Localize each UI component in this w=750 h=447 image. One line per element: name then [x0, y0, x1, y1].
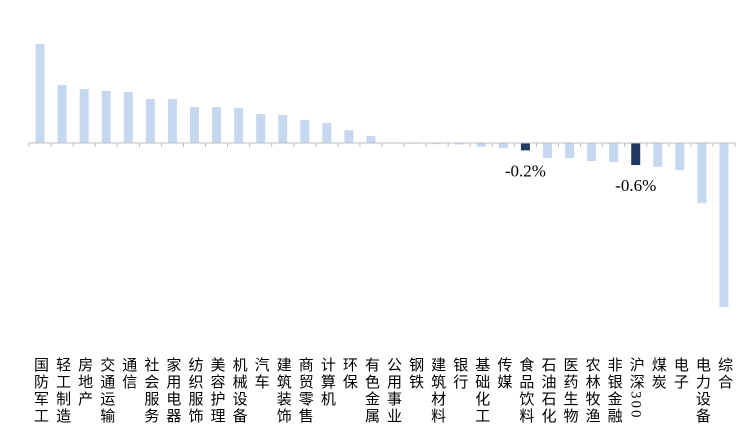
x-tick-label: 美容护理 — [209, 357, 226, 425]
bar — [123, 92, 133, 144]
x-tick-label: 钢铁 — [407, 357, 424, 391]
bar — [344, 130, 354, 144]
x-tick-label: 社会服务 — [142, 357, 159, 425]
bar — [675, 143, 685, 171]
bar — [234, 108, 244, 144]
x-tick-label: 计算机 — [319, 357, 336, 408]
bar — [278, 115, 288, 144]
bar — [498, 143, 508, 149]
x-tick-label: 非银金融 — [606, 357, 623, 425]
bar — [542, 143, 552, 159]
bar — [565, 143, 575, 159]
x-tick-label: 通信 — [120, 357, 137, 391]
x-tick-label: 房地产 — [76, 357, 93, 408]
bar — [322, 122, 332, 144]
x-tick-label: 医药生物 — [562, 357, 579, 425]
x-tick-label: 纺织服饰 — [186, 357, 203, 425]
x-tick-label: 有色金属 — [363, 357, 380, 425]
value-label: -0.2% — [505, 161, 546, 180]
x-tick-label: 汽车 — [253, 357, 270, 391]
bar — [79, 89, 89, 144]
x-tick-label: 基础化工 — [473, 357, 490, 425]
x-tick-label: 建筑材料 — [429, 357, 446, 425]
bar — [145, 99, 155, 144]
x-tick-label: 家用电器 — [164, 357, 181, 425]
bar — [697, 143, 707, 204]
x-tick-label: 环保 — [341, 357, 358, 391]
bar — [476, 143, 486, 147]
x-tick-label: 机械设备 — [231, 357, 248, 425]
x-tick-label: 电力设备 — [694, 357, 711, 425]
x-tick-label: 电子 — [672, 357, 689, 391]
bar — [366, 136, 376, 144]
x-tick-label: 银行 — [451, 357, 468, 391]
bar — [432, 143, 442, 145]
bar — [212, 107, 222, 144]
bar — [189, 107, 199, 144]
bar — [300, 119, 310, 144]
x-tick-label: 综合 — [716, 357, 733, 391]
bar — [631, 143, 641, 166]
x-tick-label: 轻工制造 — [54, 357, 71, 425]
bar — [587, 143, 597, 162]
bar — [57, 85, 67, 144]
x-tick-label: 沪深300 — [628, 357, 645, 420]
bar — [256, 114, 266, 144]
bar — [167, 99, 177, 144]
x-tick-label: 商贸零售 — [297, 357, 314, 425]
x-tick-label: 石油石化 — [539, 357, 556, 425]
bar — [520, 143, 530, 151]
x-tick-label: 国防军工 — [32, 357, 49, 425]
bar — [101, 90, 111, 144]
value-label: -0.6% — [615, 176, 656, 195]
x-tick-label: 食品饮料 — [517, 357, 534, 425]
bar — [653, 143, 663, 167]
x-tick-label: 农林牧渔 — [584, 357, 601, 425]
x-tick-label: 公用事业 — [385, 357, 402, 425]
x-tick-label: 交通运输 — [98, 356, 115, 425]
x-tick-label: 传媒 — [495, 357, 512, 391]
bar — [454, 143, 464, 145]
bar — [719, 143, 729, 307]
x-tick-label: 建筑装饰 — [275, 357, 292, 425]
bar — [609, 143, 619, 163]
x-tick-label: 煤炭 — [650, 357, 667, 391]
bar — [35, 44, 45, 144]
